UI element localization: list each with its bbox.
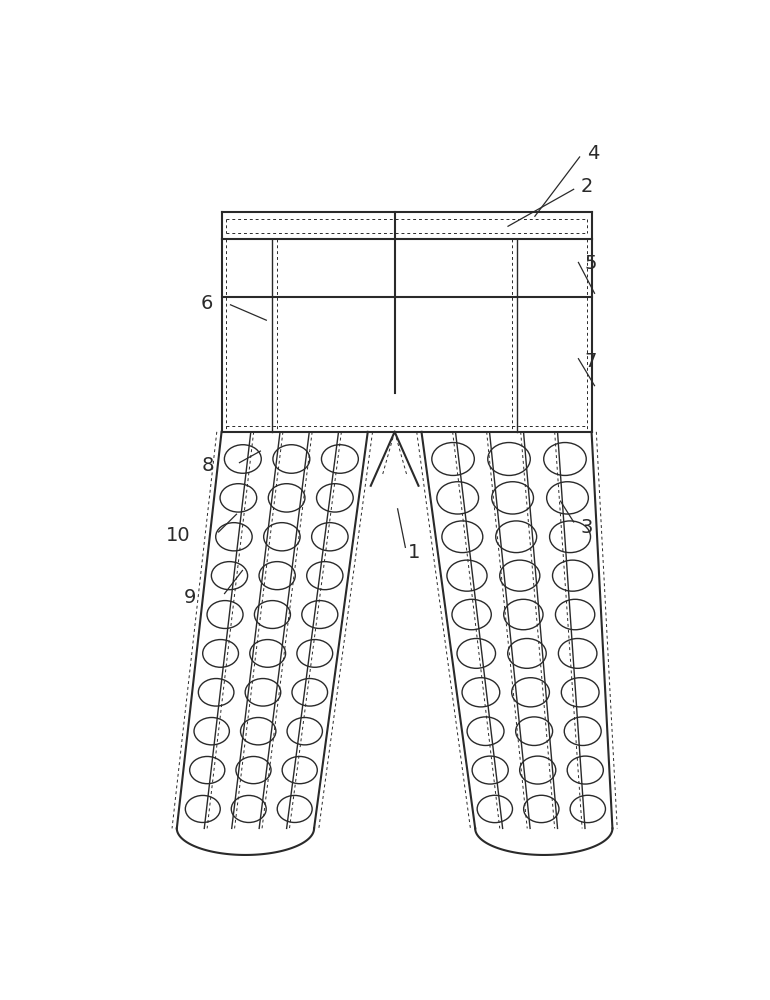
Text: 3: 3 xyxy=(581,518,593,537)
Text: 6: 6 xyxy=(200,294,213,313)
Text: 10: 10 xyxy=(166,526,190,545)
Text: 5: 5 xyxy=(584,254,597,273)
Text: 1: 1 xyxy=(408,543,420,562)
Text: 8: 8 xyxy=(202,456,214,475)
Text: 7: 7 xyxy=(584,352,597,371)
Text: 4: 4 xyxy=(587,144,599,163)
Text: 9: 9 xyxy=(184,588,196,607)
Text: 2: 2 xyxy=(581,177,593,196)
